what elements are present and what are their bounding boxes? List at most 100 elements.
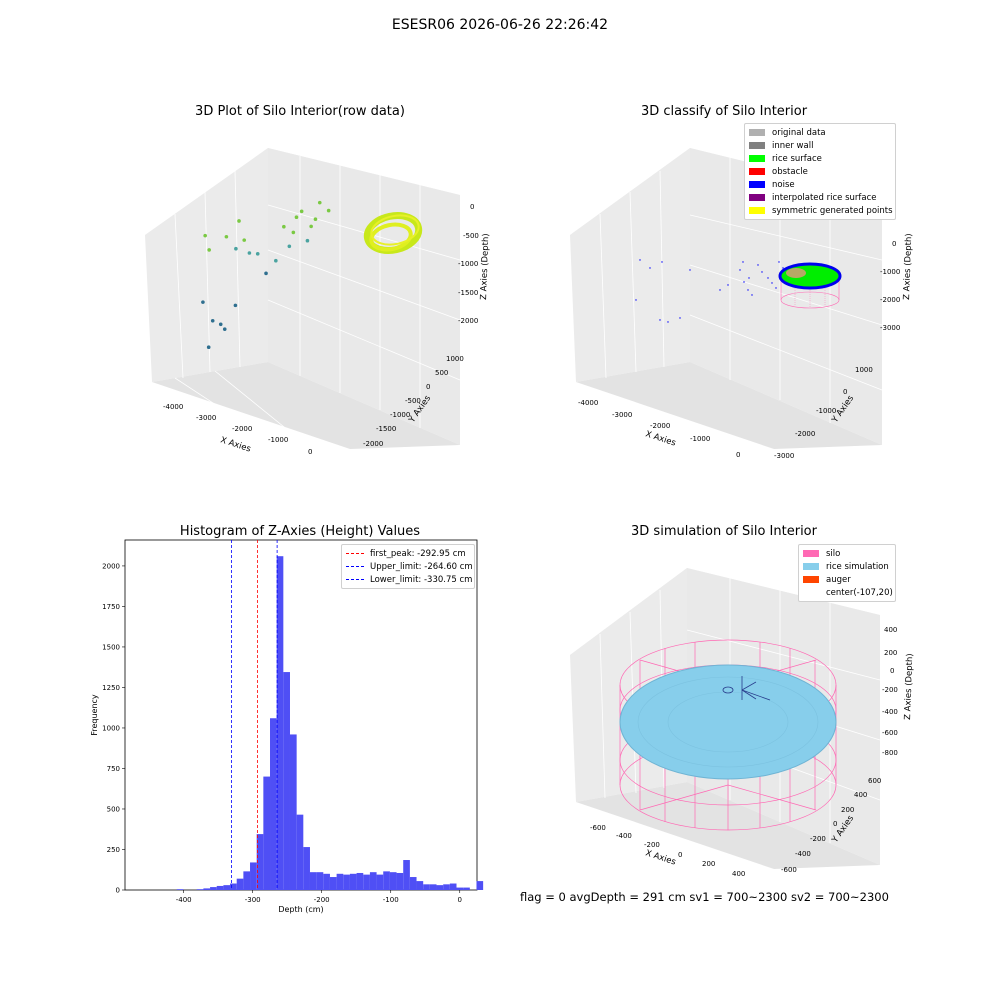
plot1-3d-scatter: -4000 -3000 -2000 -1000 0 X Axies 1000 5… — [145, 148, 491, 456]
plot1-z-ticks: 0 -500 -1000 -1500 -2000 — [458, 203, 479, 325]
legend-label: obstacle — [772, 166, 808, 177]
plot2-y-tick: 0 — [843, 388, 847, 396]
legend-item: first_peak: -292.95 cm — [342, 547, 474, 560]
histogram-bar — [343, 874, 350, 890]
plot2-z-tick: -1000 — [880, 268, 900, 276]
plot4-x-tick: -400 — [616, 832, 632, 840]
legend-item: original data — [745, 126, 895, 139]
histogram-y-tick: 500 — [107, 805, 120, 813]
legend-line-red — [346, 553, 364, 554]
plot1-point — [210, 319, 215, 323]
histogram-x-tick: -300 — [245, 896, 261, 904]
plot1-y-tick: 500 — [435, 369, 448, 377]
histogram-bar — [230, 883, 237, 890]
legend-item: silo — [799, 547, 895, 560]
plot4-z-tick: -200 — [882, 686, 898, 694]
plot1-z-tick: 0 — [470, 203, 474, 211]
histogram-bar — [429, 884, 437, 890]
plot1-point — [237, 219, 241, 223]
histogram-bar — [463, 887, 470, 890]
plot2-noise-point — [771, 282, 773, 284]
plot2-z-tick: 0 — [892, 240, 896, 248]
plot2-noise-point — [727, 284, 729, 286]
histogram-bar — [256, 834, 264, 890]
histogram-y-tick: 1500 — [102, 643, 120, 651]
histogram-bar — [336, 873, 344, 890]
plot2-z-label: Z Axies (Depth) — [902, 233, 914, 300]
plot1-point — [313, 217, 318, 222]
plot1-point — [305, 238, 310, 243]
plot2-x-tick: -2000 — [650, 422, 670, 430]
histogram-bar — [389, 872, 397, 890]
plot4-y-tick: 200 — [841, 806, 854, 814]
plot2-noise-point — [639, 259, 641, 261]
plot1-point — [294, 215, 299, 220]
plot1-x-tick: 0 — [308, 448, 312, 456]
histogram-bar — [296, 814, 304, 890]
legend-label: noise — [772, 179, 795, 190]
legend-swatch — [803, 550, 819, 557]
histogram-bar — [356, 872, 364, 890]
histogram-bar — [309, 872, 317, 890]
plot1-point — [309, 224, 313, 229]
legend-label: Lower_limit: -330.75 cm — [370, 574, 473, 585]
plot2-x-tick: -1000 — [690, 435, 710, 443]
histogram-bar — [363, 874, 370, 890]
histogram-bar — [376, 874, 384, 890]
plot2-silo-cylinder — [778, 262, 842, 309]
histogram-vlines — [231, 540, 278, 890]
histogram-bar — [423, 884, 430, 890]
histogram-y-tick: 250 — [107, 846, 120, 854]
plot1-point — [282, 224, 286, 229]
legend-label: Upper_limit: -264.60 cm — [370, 561, 473, 572]
plot2-noise-point — [775, 287, 777, 289]
plot4-z-tick: 400 — [884, 626, 897, 634]
plot2-noise-point — [782, 267, 784, 269]
histogram-bar — [283, 672, 290, 890]
plot2-noise-point — [661, 261, 663, 263]
plot1-point — [299, 209, 304, 214]
histogram-title: Histogram of Z-Axies (Height) Values — [179, 524, 421, 539]
legend-item: auger — [799, 573, 895, 586]
plot4-z-tick: -600 — [882, 729, 898, 737]
legend-item: Lower_limit: -330.75 cm — [342, 573, 474, 586]
plot4-auger — [722, 676, 771, 701]
legend-swatch — [803, 589, 819, 596]
histogram-bars — [176, 556, 484, 890]
histogram-x-tick: -400 — [176, 896, 192, 904]
legend-swatch — [749, 194, 765, 201]
plot4-x-tick: 0 — [678, 851, 682, 859]
plot4-3d-simulation: -600 -400 -200 0 200 400 X Axies 600 400… — [570, 568, 915, 878]
legend-label: original data — [772, 127, 826, 138]
legend-item: noise — [745, 178, 895, 191]
legend-swatch — [803, 563, 819, 570]
plot1-point — [207, 248, 211, 252]
plot1-title: 3D Plot of Silo Interior(row data) — [195, 104, 405, 119]
histogram-x-tick: -100 — [383, 896, 399, 904]
plot2-x-tick: 0 — [736, 451, 740, 459]
legend-item: Upper_limit: -264.60 cm — [342, 560, 474, 573]
plot1-z-tick: -2000 — [458, 317, 478, 325]
plot2-noise-point — [719, 289, 721, 291]
plot1-point — [255, 252, 260, 256]
histogram-bar — [250, 862, 257, 890]
legend-swatch — [749, 129, 765, 136]
histogram-bar — [369, 872, 377, 890]
plot1-y-tick: 0 — [426, 383, 430, 391]
legend-item: obstacle — [745, 165, 895, 178]
plot4-y-tick: 400 — [854, 791, 867, 799]
plot1-point — [203, 233, 207, 238]
plot4-y-tick: 600 — [868, 777, 881, 785]
histogram-y-tick: 1750 — [102, 603, 120, 611]
histogram-bar — [263, 776, 271, 890]
histogram-bar — [403, 860, 410, 890]
histogram-y-tick: 750 — [107, 765, 120, 773]
plot1-z-tick: -500 — [463, 232, 479, 240]
plot1-z-tick: -1000 — [458, 260, 478, 268]
plot1-y-ticks: 1000 500 0 -500 -1000 -1500 -2000 — [363, 355, 464, 448]
plot2-z-tick: -2000 — [880, 296, 900, 304]
legend-label: rice simulation — [826, 561, 889, 572]
plot1-x-tick: -4000 — [163, 403, 183, 411]
plot2-y-tick: 1000 — [855, 366, 873, 374]
plot1-z-label: Z Axies (Depth) — [479, 233, 491, 300]
